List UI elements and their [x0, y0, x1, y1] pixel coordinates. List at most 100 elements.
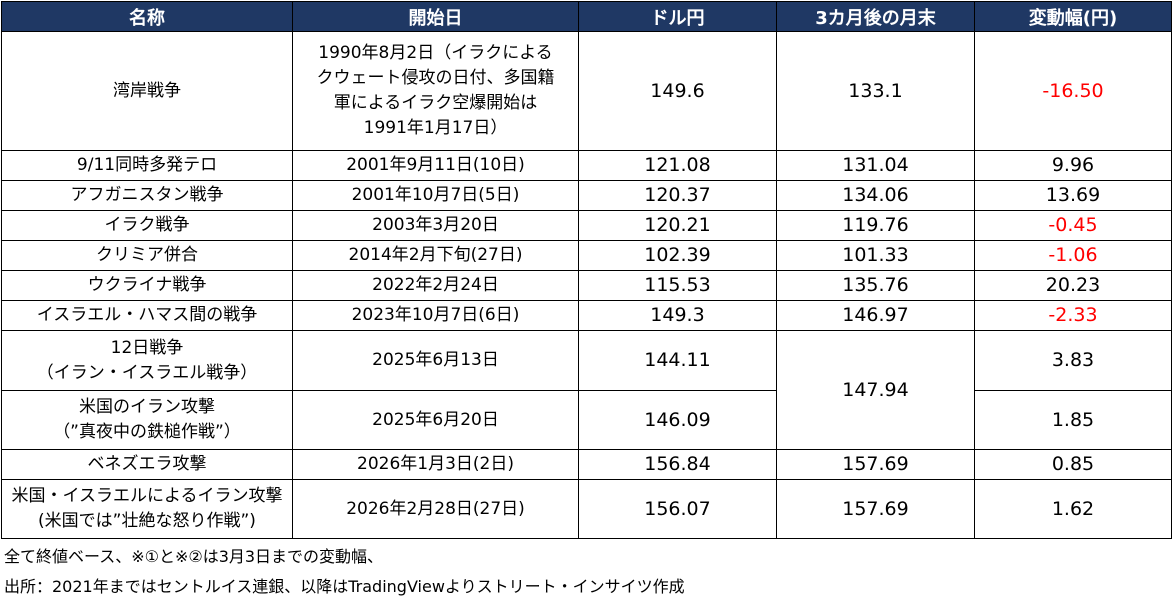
- table-row: ウクライナ戦争 2022年2月24日 115.53 135.76 20.23: [1, 270, 1172, 301]
- start-date-cell-line: 軍によるイラク空爆開始は: [333, 93, 538, 113]
- start-date-cell-line: 2001年10月7日(5日): [351, 185, 520, 205]
- event-name-cell: 9/11同時多発テロ: [1, 150, 293, 181]
- event-name-cell: ウクライナ戦争: [1, 270, 293, 301]
- change-cell: -2.33: [974, 300, 1172, 331]
- start-date-cell-line: 2023年10月7日(6日): [351, 305, 520, 325]
- usdjpy-cell: 120.21: [578, 210, 777, 241]
- event-name-cell-line: 9/11同時多発テロ: [76, 155, 218, 175]
- change-cell: -1.06: [974, 240, 1172, 271]
- table-row: 9/11同時多発テロ 2001年9月11日(10日) 121.08 131.04 9.9…: [1, 150, 1172, 181]
- usdjpy-cell: 149.3: [578, 300, 777, 331]
- event-name-cell-line: ウクライナ戦争: [87, 275, 207, 295]
- table-row: 湾岸戦争 1990年8月2日（イラクによる クウェート侵攻の日付、多国籍 軍によるイラ…: [1, 31, 1172, 151]
- event-name-cell: アフガニスタン戦争: [1, 180, 293, 211]
- start-date-cell-line: 2014年2月下旬(27日): [348, 245, 523, 265]
- start-date-cell-line: 2022年2月24日: [372, 275, 499, 295]
- table-row: 米国・イスラエルによるイラン攻撃 (米国では”壮絶な怒り作戦”) 2026年2月28…: [1, 479, 1172, 539]
- header-change: 変動幅(円): [974, 1, 1172, 32]
- start-date-cell-line: 2025年6月20日: [372, 409, 499, 430]
- start-date-cell-line: クウェート侵攻の日付、多国籍: [316, 68, 555, 88]
- event-name-cell: ベネズエラ攻撃: [1, 449, 293, 480]
- event-name-cell: クリミア併合: [1, 240, 293, 271]
- event-name-cell-line: (米国では”壮絶な怒り作戦”): [38, 511, 256, 531]
- footer-source: 出所：2021年まではセントルイス連銀、以降はTradingViewよりストリー…: [4, 577, 685, 596]
- table-row: クリミア併合 2014年2月下旬(27日) 102.39 101.33 -1.06: [1, 240, 1172, 271]
- event-name-cell: 湾岸戦争: [1, 31, 293, 151]
- event-name-cell-line: イスラエル・ハマス間の戦争: [36, 305, 258, 325]
- event-name-cell: イラク戦争: [1, 210, 293, 241]
- change-cell: -0.45: [974, 210, 1172, 241]
- start-date-cell: 2025年6月20日: [292, 390, 579, 450]
- event-name-cell: 米国のイラン攻撃 （”真夜中の鉄槌作戦”）: [1, 390, 293, 450]
- event-name-cell-line: （イラン・イスラエル戦争）: [36, 362, 258, 383]
- start-date-cell-line: 2026年2月28日(27日): [346, 498, 525, 519]
- event-name-cell-line: 米国・イスラエルによるイラン攻撃: [11, 486, 283, 506]
- start-date-cell-line: 1990年8月2日（イラクによる: [318, 43, 553, 63]
- start-date-cell: 2026年2月28日(27日): [292, 479, 579, 539]
- after-3-months-cell: 157.69: [776, 479, 975, 539]
- table-row: イラク戦争 2003年3月20日 120.21 119.76 -0.45: [1, 210, 1172, 241]
- table-header-row: 名称 開始日 ドル円 3カ月後の月末 変動幅(円): [1, 1, 1172, 32]
- event-name-cell-line: ベネズエラ攻撃: [87, 454, 207, 474]
- change-cell: -16.50: [974, 31, 1172, 151]
- after-3-months-cell: 101.33: [776, 240, 975, 271]
- event-name-cell: 12日戦争 （イラン・イスラエル戦争）: [1, 330, 293, 391]
- usdjpy-cell: 149.6: [578, 31, 777, 151]
- event-name-cell-line: 米国のイラン攻撃: [79, 397, 215, 417]
- after-3-months-cell: 157.69: [776, 449, 975, 480]
- header-name: 名称: [1, 1, 293, 32]
- start-date-cell-line: 1991年1月17日）: [363, 118, 508, 138]
- after-3-months-cell: 135.76: [776, 270, 975, 301]
- event-name-cell-line: アフガニスタン戦争: [70, 185, 224, 205]
- after-3-months-cell: 133.1: [776, 31, 975, 151]
- start-date-cell-line: 2026年1月3日(2日): [357, 454, 514, 474]
- after-3-months-cell: 119.76: [776, 210, 975, 241]
- table-row: アフガニスタン戦争 2001年10月7日(5日) 120.37 134.06 13.69: [1, 180, 1172, 211]
- event-name-cell-line: クリミア併合: [96, 245, 198, 265]
- event-name-cell-line: 12日戦争: [110, 337, 184, 358]
- event-name-cell: 米国・イスラエルによるイラン攻撃 (米国では”壮絶な怒り作戦”): [1, 479, 293, 539]
- event-name-cell-line: 湾岸戦争: [113, 80, 181, 101]
- change-cell: 1.62: [974, 479, 1172, 539]
- start-date-cell: 2003年3月20日: [292, 210, 579, 241]
- footer-note: 全て終値ベース、※①と※②は3月3日までの変動幅、: [4, 547, 384, 566]
- header-usdjpy: ドル円: [578, 1, 777, 32]
- start-date-cell: 1990年8月2日（イラクによる クウェート侵攻の日付、多国籍 軍によるイラク空爆開…: [292, 31, 579, 151]
- change-cell: 9.96: [974, 150, 1172, 181]
- table-body: 湾岸戦争 1990年8月2日（イラクによる クウェート侵攻の日付、多国籍 軍によるイラ…: [1, 31, 1172, 539]
- usdjpy-cell: 102.39: [578, 240, 777, 271]
- table-row: 米国のイラン攻撃 （”真夜中の鉄槌作戦”） 2025年6月20日 146.09 1.85: [1, 390, 1172, 450]
- start-date-cell: 2023年10月7日(6日): [292, 300, 579, 331]
- change-cell: 3.83: [974, 330, 1172, 391]
- after-3-months-cell: 147.94: [776, 330, 975, 450]
- event-name-cell: イスラエル・ハマス間の戦争: [1, 300, 293, 331]
- start-date-cell: 2026年1月3日(2日): [292, 449, 579, 480]
- footer: 全て終値ベース、※①と※②は3月3日までの変動幅、 出所：2021年まではセント…: [4, 542, 685, 602]
- change-cell: 13.69: [974, 180, 1172, 211]
- after-3-months-cell: 146.97: [776, 300, 975, 331]
- table-row: ベネズエラ攻撃 2026年1月3日(2日) 156.84 157.69 0.85: [1, 449, 1172, 480]
- start-date-cell-line: 2001年9月11日(10日): [346, 155, 525, 175]
- usdjpy-cell: 156.07: [578, 479, 777, 539]
- start-date-cell-line: 2003年3月20日: [372, 215, 499, 235]
- after-3-months-cell: 134.06: [776, 180, 975, 211]
- event-name-cell-line: イラク戦争: [104, 215, 190, 235]
- table-row: 12日戦争 （イラン・イスラエル戦争） 2025年6月13日 144.11 147.94…: [1, 330, 1172, 450]
- event-name-cell-line: （”真夜中の鉄槌作戦”）: [53, 422, 241, 442]
- header-after-3-months: 3カ月後の月末: [776, 1, 975, 32]
- start-date-cell: 2001年10月7日(5日): [292, 180, 579, 211]
- events-table: 名称 開始日 ドル円 3カ月後の月末 変動幅(円) 湾岸戦争 1990年8月2日（…: [1, 1, 1172, 539]
- start-date-cell: 2014年2月下旬(27日): [292, 240, 579, 271]
- usdjpy-cell: 144.11: [578, 330, 777, 391]
- start-date-cell: 2001年9月11日(10日): [292, 150, 579, 181]
- usdjpy-cell: 121.08: [578, 150, 777, 181]
- usdjpy-cell: 120.37: [578, 180, 777, 211]
- start-date-cell: 2022年2月24日: [292, 270, 579, 301]
- usdjpy-cell: 146.09: [578, 390, 777, 450]
- change-cell: 1.85: [974, 390, 1172, 450]
- start-date-cell-line: 2025年6月13日: [372, 350, 499, 370]
- change-cell: 0.85: [974, 449, 1172, 480]
- after-3-months-cell: 131.04: [776, 150, 975, 181]
- change-cell: 20.23: [974, 270, 1172, 301]
